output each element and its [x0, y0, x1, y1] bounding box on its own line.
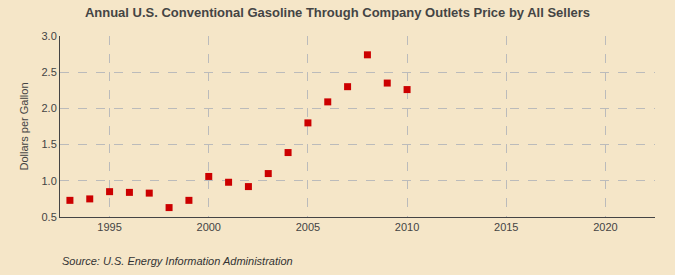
- svg-text:Source: U.S. Energy Informatio: Source: U.S. Energy Information Administ…: [62, 255, 293, 267]
- svg-text:1995: 1995: [97, 221, 121, 233]
- svg-text:2015: 2015: [494, 221, 518, 233]
- svg-text:1.0: 1.0: [42, 175, 57, 187]
- svg-text:3.0: 3.0: [42, 30, 57, 42]
- svg-text:2000: 2000: [197, 221, 221, 233]
- svg-text:2020: 2020: [593, 221, 617, 233]
- svg-text:Annual U.S. Conventional Gasol: Annual U.S. Conventional Gasoline Throug…: [85, 5, 590, 20]
- svg-text:0.5: 0.5: [42, 211, 57, 223]
- svg-text:Dollars per Gallon: Dollars per Gallon: [18, 82, 30, 170]
- svg-text:2.5: 2.5: [42, 66, 57, 78]
- svg-text:2005: 2005: [296, 221, 320, 233]
- svg-text:2010: 2010: [395, 221, 419, 233]
- svg-text:2.0: 2.0: [42, 102, 57, 114]
- svg-text:1.5: 1.5: [42, 138, 57, 150]
